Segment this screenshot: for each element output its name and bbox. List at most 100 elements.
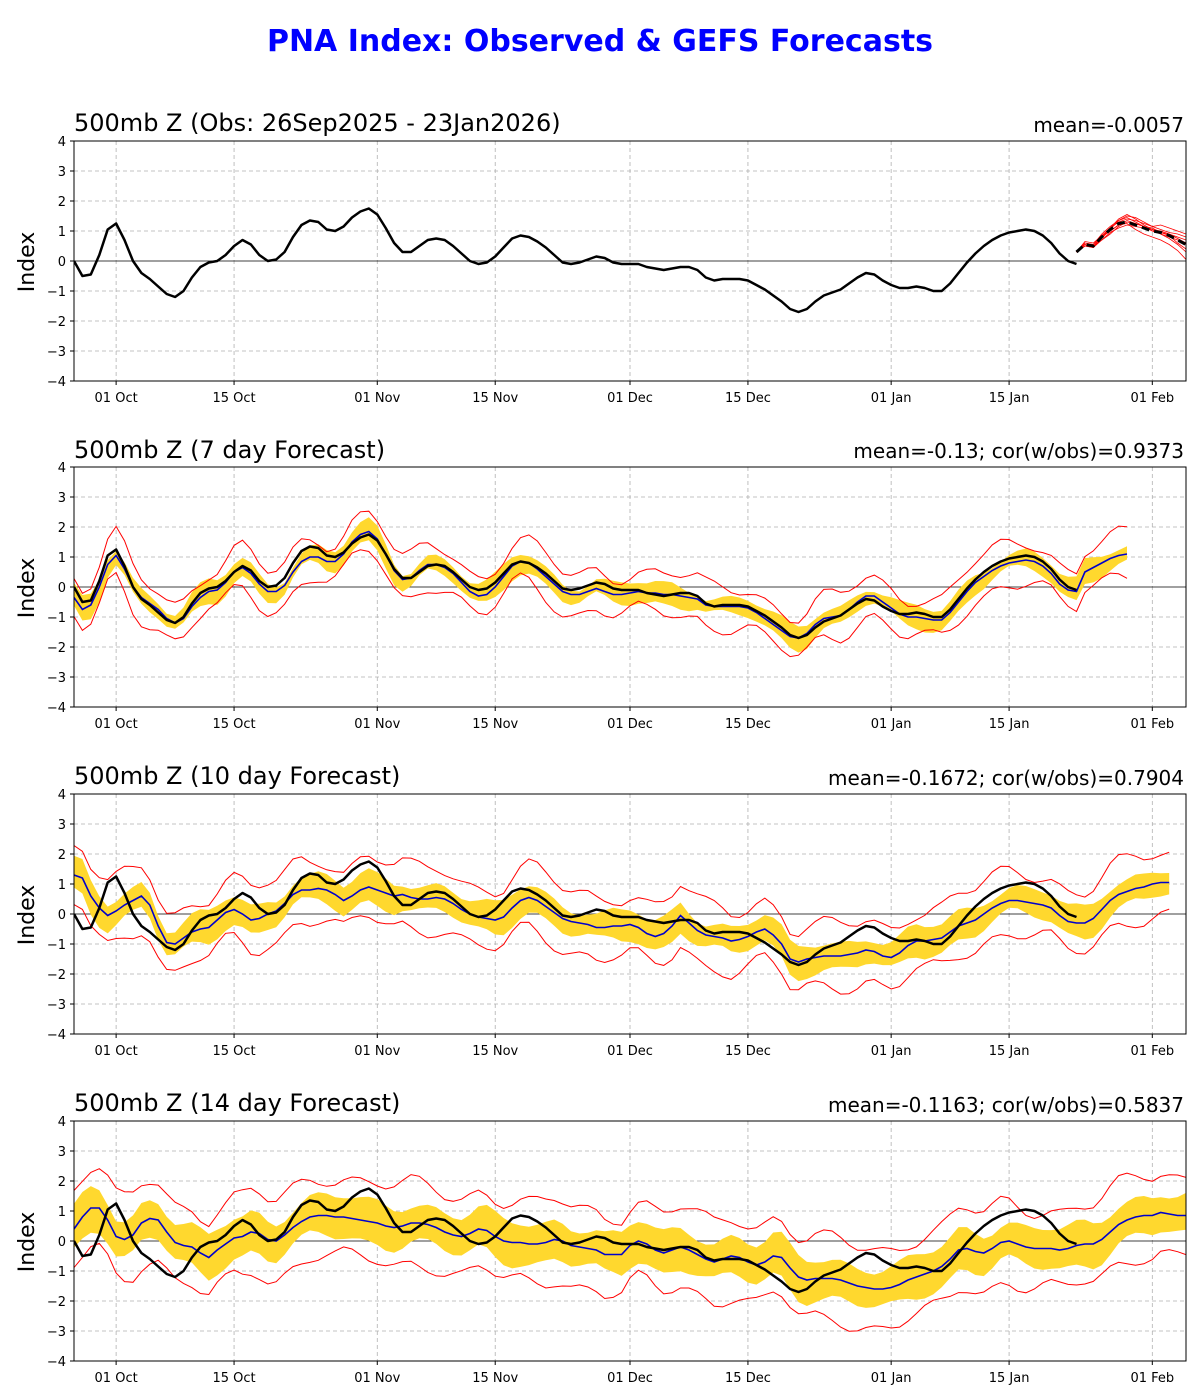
observed-line <box>74 860 1077 967</box>
y-tick-label: −4 <box>47 375 66 390</box>
y-tick-label: −3 <box>47 998 66 1013</box>
spread-band <box>74 1186 1186 1308</box>
extreme-max-line <box>74 845 1170 938</box>
x-tick-label: 01 Nov <box>354 1044 400 1059</box>
x-tick-label: 01 Dec <box>607 1371 653 1386</box>
ensemble-mean-line <box>1075 220 1186 254</box>
y-tick-label: −1 <box>47 611 66 626</box>
obs-panel: 500mb Z (Obs: 26Sep2025 - 23Jan2026) mea… <box>15 109 1187 406</box>
ensemble-member-line <box>1076 218 1186 253</box>
y-axis-label: Index <box>15 558 40 619</box>
x-tick-label: 01 Feb <box>1130 391 1174 406</box>
y-tick-label: 2 <box>58 195 66 210</box>
y-tick-label: −1 <box>47 285 66 300</box>
y-tick-label: 1 <box>58 225 66 240</box>
plot-area <box>74 845 1186 995</box>
x-tick-label: 01 Nov <box>354 391 400 406</box>
ensemble-mean-line <box>74 874 1170 963</box>
forecast-7day-panel: 500mb Z (7 day Forecast) mean=-0.13; cor… <box>15 436 1187 732</box>
y-tick-label: 1 <box>58 878 66 893</box>
y-tick-label: −2 <box>47 1295 66 1310</box>
y-tick-label: −1 <box>47 1265 66 1280</box>
y-tick-label: 2 <box>58 848 66 863</box>
x-tick-label: 01 Oct <box>95 1044 138 1059</box>
panel-title: 500mb Z (14 day Forecast) <box>74 1089 400 1117</box>
y-tick-label: −3 <box>47 345 66 360</box>
y-axis-label: Index <box>15 232 40 293</box>
plot-area <box>74 510 1186 658</box>
extreme-min-line <box>74 1242 1186 1332</box>
x-tick-label: 15 Oct <box>212 717 255 732</box>
plot-area <box>74 1168 1186 1332</box>
y-tick-label: 2 <box>58 521 66 536</box>
observed-line <box>74 207 1077 314</box>
extreme-min-line <box>74 549 1128 658</box>
y-tick-label: 3 <box>58 1145 66 1160</box>
x-tick-label: 15 Oct <box>212 391 255 406</box>
y-tick-label: −4 <box>47 1028 66 1043</box>
x-tick-label: 01 Dec <box>607 391 653 406</box>
observed-line <box>74 1187 1077 1294</box>
forecast-14day-panel: 500mb Z (14 day Forecast) mean=-0.1163; … <box>15 1089 1187 1386</box>
x-tick-label: 15 Dec <box>725 717 771 732</box>
panel-title: 500mb Z (10 day Forecast) <box>74 762 400 790</box>
panel-title: 500mb Z (7 day Forecast) <box>74 436 385 464</box>
panel-mean-stat: mean=-0.13; cor(w/obs)=0.9373 <box>853 439 1184 463</box>
spread-band <box>74 855 1170 982</box>
figure-title: PNA Index: Observed & GEFS Forecasts <box>267 24 933 59</box>
x-tick-label: 01 Oct <box>95 391 138 406</box>
y-tick-label: 0 <box>58 581 66 596</box>
y-tick-label: 2 <box>58 1175 66 1190</box>
y-tick-label: −4 <box>47 1355 66 1370</box>
y-tick-label: 4 <box>58 1115 66 1130</box>
y-tick-label: −1 <box>47 938 66 953</box>
y-tick-label: 3 <box>58 165 66 180</box>
panel-title: 500mb Z (Obs: 26Sep2025 - 23Jan2026) <box>74 109 561 137</box>
x-tick-label: 01 Feb <box>1130 717 1174 732</box>
x-tick-label: 15 Nov <box>472 1371 518 1386</box>
x-tick-label: 15 Dec <box>725 1371 771 1386</box>
y-tick-label: −2 <box>47 315 66 330</box>
observed-line <box>74 533 1077 640</box>
panel-mean-stat: mean=-0.1672; cor(w/obs)=0.7904 <box>828 766 1184 790</box>
panel-mean-stat: mean=-0.0057 <box>1033 113 1184 137</box>
ensemble-member-line <box>1076 223 1186 260</box>
y-tick-label: 0 <box>58 255 66 270</box>
x-tick-label: 01 Dec <box>607 1044 653 1059</box>
y-tick-label: 4 <box>58 788 66 803</box>
x-tick-label: 01 Jan <box>871 1371 912 1386</box>
ensemble-mean-line <box>74 530 1128 639</box>
y-tick-label: 1 <box>58 1205 66 1220</box>
extreme-max-line <box>74 510 1128 624</box>
y-tick-label: −4 <box>47 701 66 716</box>
extreme-max-line <box>74 1168 1186 1252</box>
x-tick-label: 01 Nov <box>354 1371 400 1386</box>
y-tick-label: 4 <box>58 461 66 476</box>
x-tick-label: 15 Jan <box>989 1371 1030 1386</box>
y-tick-label: 0 <box>58 1235 66 1250</box>
x-tick-label: 15 Oct <box>212 1371 255 1386</box>
y-tick-label: −2 <box>47 968 66 983</box>
x-tick-label: 01 Dec <box>607 717 653 732</box>
y-tick-label: −3 <box>47 671 66 686</box>
extreme-min-line <box>74 904 1170 995</box>
x-tick-label: 15 Nov <box>472 1044 518 1059</box>
y-axis-label: Index <box>15 1212 40 1273</box>
x-tick-label: 01 Jan <box>871 1044 912 1059</box>
x-tick-label: 15 Oct <box>212 1044 255 1059</box>
x-tick-label: 01 Nov <box>354 717 400 732</box>
x-tick-label: 01 Feb <box>1130 1371 1174 1386</box>
y-tick-label: 4 <box>58 135 66 150</box>
x-tick-label: 15 Jan <box>989 391 1030 406</box>
panel-mean-stat: mean=-0.1163; cor(w/obs)=0.5837 <box>828 1093 1184 1117</box>
plot-area <box>74 207 1186 314</box>
y-tick-label: 3 <box>58 491 66 506</box>
y-tick-label: 0 <box>58 908 66 923</box>
x-tick-label: 01 Jan <box>871 391 912 406</box>
spread-band <box>74 517 1127 653</box>
x-tick-label: 01 Oct <box>95 1371 138 1386</box>
x-tick-label: 15 Jan <box>989 717 1030 732</box>
x-tick-label: 15 Nov <box>472 717 518 732</box>
x-tick-label: 15 Nov <box>472 391 518 406</box>
